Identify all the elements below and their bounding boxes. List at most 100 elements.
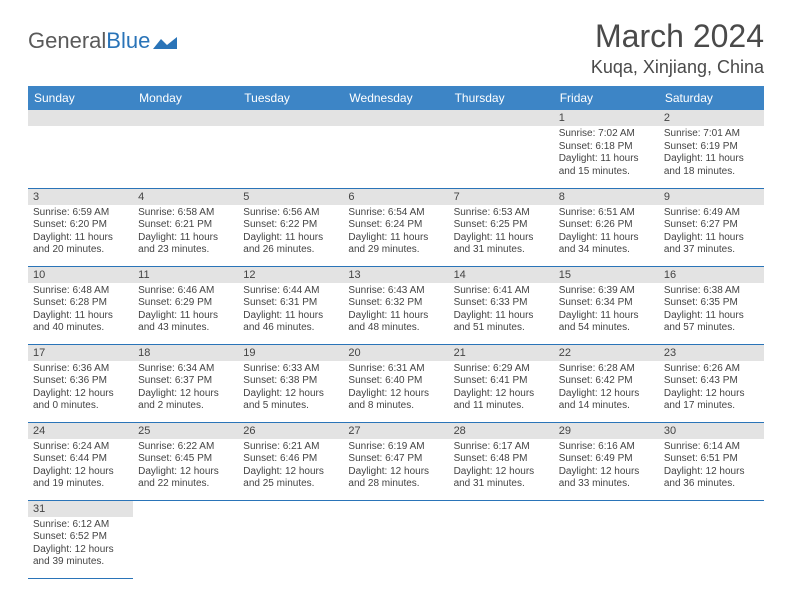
day-details: Sunrise: 6:29 AMSunset: 6:41 PMDaylight:… xyxy=(449,361,554,416)
day-number: 17 xyxy=(28,345,133,361)
calendar-day-cell: 9Sunrise: 6:49 AMSunset: 6:27 PMDaylight… xyxy=(659,188,764,266)
daylight-text: Daylight: 11 hours and 48 minutes. xyxy=(348,310,443,335)
daylight-text: Daylight: 11 hours and 37 minutes. xyxy=(664,232,759,257)
calendar-day-cell: 2Sunrise: 7:01 AMSunset: 6:19 PMDaylight… xyxy=(659,110,764,188)
weekday-header: Monday xyxy=(133,86,238,110)
day-details: Sunrise: 6:28 AMSunset: 6:42 PMDaylight:… xyxy=(554,361,659,416)
calendar-day-cell: 24Sunrise: 6:24 AMSunset: 6:44 PMDayligh… xyxy=(28,422,133,500)
sunrise-text: Sunrise: 6:41 AM xyxy=(454,285,549,298)
sunset-text: Sunset: 6:32 PM xyxy=(348,297,443,310)
day-number: 16 xyxy=(659,267,764,283)
sunrise-text: Sunrise: 6:36 AM xyxy=(33,363,128,376)
day-number: 22 xyxy=(554,345,659,361)
day-details: Sunrise: 6:46 AMSunset: 6:29 PMDaylight:… xyxy=(133,283,238,338)
sunrise-text: Sunrise: 6:48 AM xyxy=(33,285,128,298)
daylight-text: Daylight: 12 hours and 14 minutes. xyxy=(559,388,654,413)
sunset-text: Sunset: 6:34 PM xyxy=(559,297,654,310)
day-number: 28 xyxy=(449,423,554,439)
sunrise-text: Sunrise: 6:28 AM xyxy=(559,363,654,376)
calendar-day-cell xyxy=(343,110,448,188)
calendar-day-cell: 4Sunrise: 6:58 AMSunset: 6:21 PMDaylight… xyxy=(133,188,238,266)
calendar-week-row: 31Sunrise: 6:12 AMSunset: 6:52 PMDayligh… xyxy=(28,500,764,578)
day-details xyxy=(238,126,343,131)
sunrise-text: Sunrise: 6:26 AM xyxy=(664,363,759,376)
weekday-header: Wednesday xyxy=(343,86,448,110)
daylight-text: Daylight: 12 hours and 22 minutes. xyxy=(138,466,233,491)
daylight-text: Daylight: 11 hours and 34 minutes. xyxy=(559,232,654,257)
calendar-day-cell: 17Sunrise: 6:36 AMSunset: 6:36 PMDayligh… xyxy=(28,344,133,422)
day-number: 15 xyxy=(554,267,659,283)
sunset-text: Sunset: 6:31 PM xyxy=(243,297,338,310)
day-details: Sunrise: 7:01 AMSunset: 6:19 PMDaylight:… xyxy=(659,126,764,181)
day-number: 20 xyxy=(343,345,448,361)
day-details: Sunrise: 6:19 AMSunset: 6:47 PMDaylight:… xyxy=(343,439,448,494)
sunrise-text: Sunrise: 6:39 AM xyxy=(559,285,654,298)
daylight-text: Daylight: 12 hours and 11 minutes. xyxy=(454,388,549,413)
calendar-week-row: 10Sunrise: 6:48 AMSunset: 6:28 PMDayligh… xyxy=(28,266,764,344)
day-details: Sunrise: 6:16 AMSunset: 6:49 PMDaylight:… xyxy=(554,439,659,494)
sunset-text: Sunset: 6:28 PM xyxy=(33,297,128,310)
sunset-text: Sunset: 6:38 PM xyxy=(243,375,338,388)
day-number: 21 xyxy=(449,345,554,361)
calendar-day-cell: 11Sunrise: 6:46 AMSunset: 6:29 PMDayligh… xyxy=(133,266,238,344)
day-number: 2 xyxy=(659,110,764,126)
day-number: 23 xyxy=(659,345,764,361)
sunrise-text: Sunrise: 6:34 AM xyxy=(138,363,233,376)
calendar-day-cell xyxy=(133,110,238,188)
day-number: 26 xyxy=(238,423,343,439)
day-details: Sunrise: 6:38 AMSunset: 6:35 PMDaylight:… xyxy=(659,283,764,338)
day-details: Sunrise: 6:36 AMSunset: 6:36 PMDaylight:… xyxy=(28,361,133,416)
weekday-header: Thursday xyxy=(449,86,554,110)
day-details: Sunrise: 6:54 AMSunset: 6:24 PMDaylight:… xyxy=(343,205,448,260)
day-number: 31 xyxy=(28,501,133,517)
calendar-day-cell: 22Sunrise: 6:28 AMSunset: 6:42 PMDayligh… xyxy=(554,344,659,422)
daylight-text: Daylight: 12 hours and 36 minutes. xyxy=(664,466,759,491)
calendar-day-cell: 28Sunrise: 6:17 AMSunset: 6:48 PMDayligh… xyxy=(449,422,554,500)
day-details: Sunrise: 6:21 AMSunset: 6:46 PMDaylight:… xyxy=(238,439,343,494)
day-details: Sunrise: 6:56 AMSunset: 6:22 PMDaylight:… xyxy=(238,205,343,260)
sunrise-text: Sunrise: 6:29 AM xyxy=(454,363,549,376)
calendar-day-cell xyxy=(659,500,764,578)
calendar-day-cell xyxy=(449,110,554,188)
sunset-text: Sunset: 6:51 PM xyxy=(664,453,759,466)
sunrise-text: Sunrise: 7:01 AM xyxy=(664,128,759,141)
calendar-day-cell: 1Sunrise: 7:02 AMSunset: 6:18 PMDaylight… xyxy=(554,110,659,188)
sunset-text: Sunset: 6:41 PM xyxy=(454,375,549,388)
sunrise-text: Sunrise: 6:59 AM xyxy=(33,207,128,220)
day-number: 12 xyxy=(238,267,343,283)
sunset-text: Sunset: 6:43 PM xyxy=(664,375,759,388)
calendar-day-cell: 13Sunrise: 6:43 AMSunset: 6:32 PMDayligh… xyxy=(343,266,448,344)
daylight-text: Daylight: 11 hours and 20 minutes. xyxy=(33,232,128,257)
day-number: 14 xyxy=(449,267,554,283)
daylight-text: Daylight: 11 hours and 46 minutes. xyxy=(243,310,338,335)
day-details: Sunrise: 6:12 AMSunset: 6:52 PMDaylight:… xyxy=(28,517,133,572)
day-details: Sunrise: 6:59 AMSunset: 6:20 PMDaylight:… xyxy=(28,205,133,260)
sunset-text: Sunset: 6:37 PM xyxy=(138,375,233,388)
day-details: Sunrise: 6:49 AMSunset: 6:27 PMDaylight:… xyxy=(659,205,764,260)
sunrise-text: Sunrise: 6:33 AM xyxy=(243,363,338,376)
day-number: 24 xyxy=(28,423,133,439)
calendar-day-cell: 7Sunrise: 6:53 AMSunset: 6:25 PMDaylight… xyxy=(449,188,554,266)
calendar-day-cell: 31Sunrise: 6:12 AMSunset: 6:52 PMDayligh… xyxy=(28,500,133,578)
day-number: 25 xyxy=(133,423,238,439)
calendar-week-row: 1Sunrise: 7:02 AMSunset: 6:18 PMDaylight… xyxy=(28,110,764,188)
sunrise-text: Sunrise: 6:12 AM xyxy=(33,519,128,532)
logo-flag-icon xyxy=(153,33,177,49)
day-number: 1 xyxy=(554,110,659,126)
day-number: 29 xyxy=(554,423,659,439)
sunrise-text: Sunrise: 6:46 AM xyxy=(138,285,233,298)
daylight-text: Daylight: 11 hours and 18 minutes. xyxy=(664,153,759,178)
day-details: Sunrise: 6:31 AMSunset: 6:40 PMDaylight:… xyxy=(343,361,448,416)
daylight-text: Daylight: 11 hours and 26 minutes. xyxy=(243,232,338,257)
sunrise-text: Sunrise: 6:44 AM xyxy=(243,285,338,298)
day-number: 18 xyxy=(133,345,238,361)
sunset-text: Sunset: 6:24 PM xyxy=(348,219,443,232)
day-details xyxy=(133,126,238,131)
month-title: March 2024 xyxy=(591,18,764,55)
day-details: Sunrise: 6:22 AMSunset: 6:45 PMDaylight:… xyxy=(133,439,238,494)
day-details: Sunrise: 6:53 AMSunset: 6:25 PMDaylight:… xyxy=(449,205,554,260)
calendar-day-cell xyxy=(28,110,133,188)
sunrise-text: Sunrise: 6:16 AM xyxy=(559,441,654,454)
sunrise-text: Sunrise: 6:14 AM xyxy=(664,441,759,454)
logo-text-gray: General xyxy=(28,28,106,54)
